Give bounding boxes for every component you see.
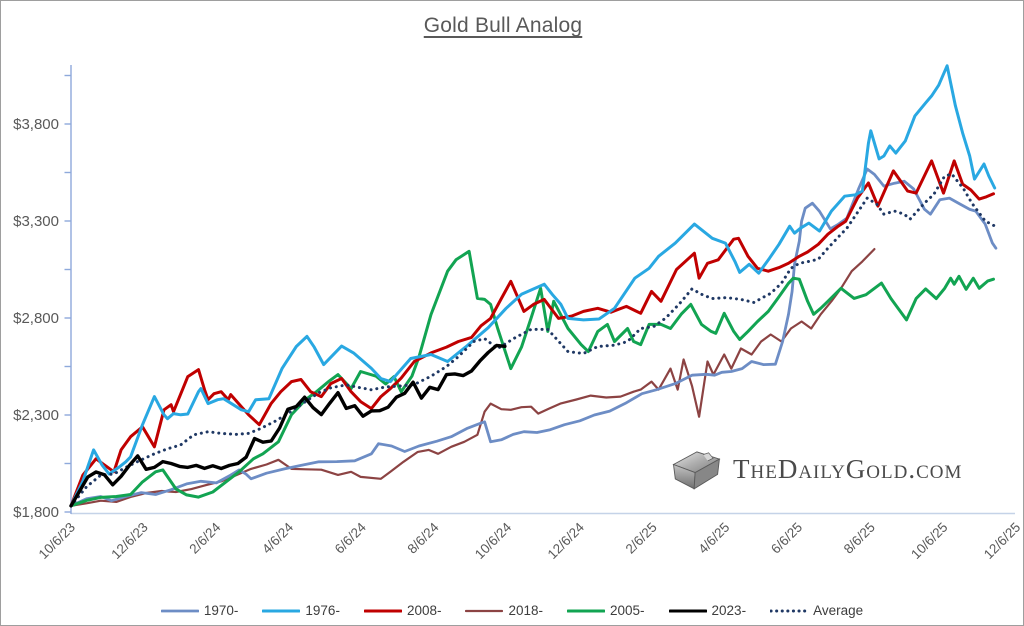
x-axis-label: 4/6/25 (695, 520, 732, 557)
legend-line-sample (262, 609, 301, 612)
legend-line-sample (770, 609, 809, 612)
x-axis-label: 12/6/24 (545, 519, 588, 562)
legend-line-sample (363, 609, 402, 612)
x-axis-label: 10/6/23 (36, 520, 78, 562)
chart-title: Gold Bull Analog (423, 14, 583, 37)
legend: 1970- 1976- 2008- 2018- 2005- 2023- Average (1, 603, 1023, 618)
legend-label: 2008- (406, 603, 442, 618)
gold-ingot-icon (672, 451, 721, 490)
series-line-1976 (69, 64, 997, 508)
y-axis-label: $2,800 (13, 310, 59, 327)
x-axis-label: 8/6/24 (405, 519, 442, 556)
series-line-2005 (69, 249, 995, 508)
series-line-2023 (69, 343, 507, 508)
x-axis-label: 6/6/25 (768, 520, 805, 557)
legend-label: 2023- (711, 603, 747, 618)
legend-label: Average (813, 603, 864, 618)
y-axis-label: $3,300 (13, 213, 59, 230)
legend-line-sample (465, 609, 504, 612)
legend-label: 1970- (203, 603, 239, 618)
legend-line-sample (668, 609, 707, 612)
logo: TheDailyGold.com (669, 445, 962, 493)
y-axis-label: $3,800 (13, 116, 59, 133)
legend-label: 2005- (610, 603, 645, 618)
series-line-2008 (69, 159, 995, 508)
legend-label: 2018- (508, 603, 543, 618)
legend-label: 1976- (305, 603, 340, 618)
legend-item-2005: 2005- (567, 603, 645, 618)
x-axis-label: 8/6/25 (841, 520, 878, 557)
y-axis-label: $2,300 (13, 407, 59, 424)
legend-item-2023: 2023- (668, 603, 747, 618)
legend-line-sample (160, 609, 199, 612)
x-axis-label: 10/6/25 (908, 520, 950, 562)
x-axis-label: 2/6/24 (186, 519, 223, 556)
legend-item-1970: 1970- (160, 603, 239, 618)
legend-item-2018: 2018- (465, 603, 543, 618)
x-axis-label: 2/6/25 (623, 520, 660, 557)
x-axis-label: 10/6/24 (472, 519, 515, 562)
legend-item-2008: 2008- (363, 603, 442, 618)
x-axis-label: 6/6/24 (332, 519, 369, 556)
y-axis-label: $1,800 (13, 504, 59, 521)
x-axis-label: 12/6/23 (108, 520, 150, 562)
x-axis-label: 12/6/25 (981, 520, 1023, 562)
legend-line-sample (567, 609, 605, 612)
x-axis-label: 4/6/24 (259, 519, 296, 556)
series-line-1970 (69, 167, 998, 508)
legend-item-1976: 1976- (262, 603, 340, 618)
legend-item-average: Average (770, 603, 863, 618)
logo-text: TheDailyGold.com (733, 453, 963, 484)
